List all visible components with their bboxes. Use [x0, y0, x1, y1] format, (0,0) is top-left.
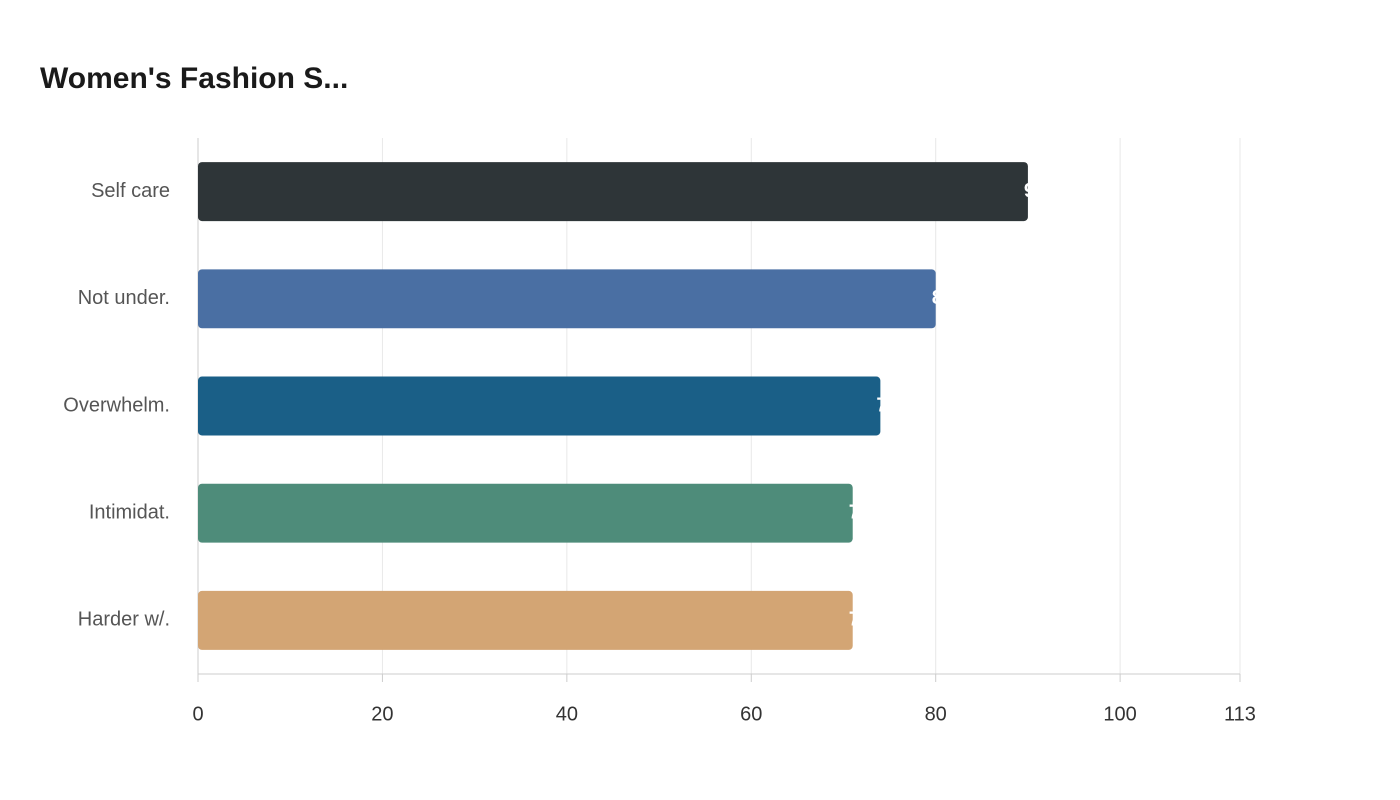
- value-label: 71: [849, 609, 871, 631]
- x-tick-label: 0: [192, 703, 203, 725]
- value-label: 71: [849, 501, 871, 523]
- x-tick-label: 60: [740, 703, 762, 725]
- x-tick-label: 113: [1224, 703, 1256, 725]
- y-tick-label: Overwhelm.: [63, 394, 170, 416]
- x-tick-label: 40: [556, 703, 578, 725]
- x-tick-label: 20: [371, 703, 393, 725]
- x-tick-label: 100: [1103, 703, 1136, 725]
- bar: [198, 162, 1028, 222]
- x-tick-label: 80: [925, 703, 947, 725]
- y-tick-label: Not under.: [78, 287, 170, 309]
- y-tick-label: Intimidat.: [89, 501, 170, 523]
- bar: [198, 269, 936, 329]
- value-label: 74: [876, 394, 899, 416]
- bar: [198, 483, 853, 543]
- value-label: 90: [1024, 180, 1046, 202]
- bar: [198, 376, 881, 436]
- value-label: 80: [932, 287, 954, 309]
- y-tick-label: Self care: [91, 180, 170, 202]
- chart-title: Women's Fashion S...: [40, 62, 348, 95]
- bar: [198, 590, 853, 650]
- y-tick-label: Harder w/.: [78, 609, 170, 631]
